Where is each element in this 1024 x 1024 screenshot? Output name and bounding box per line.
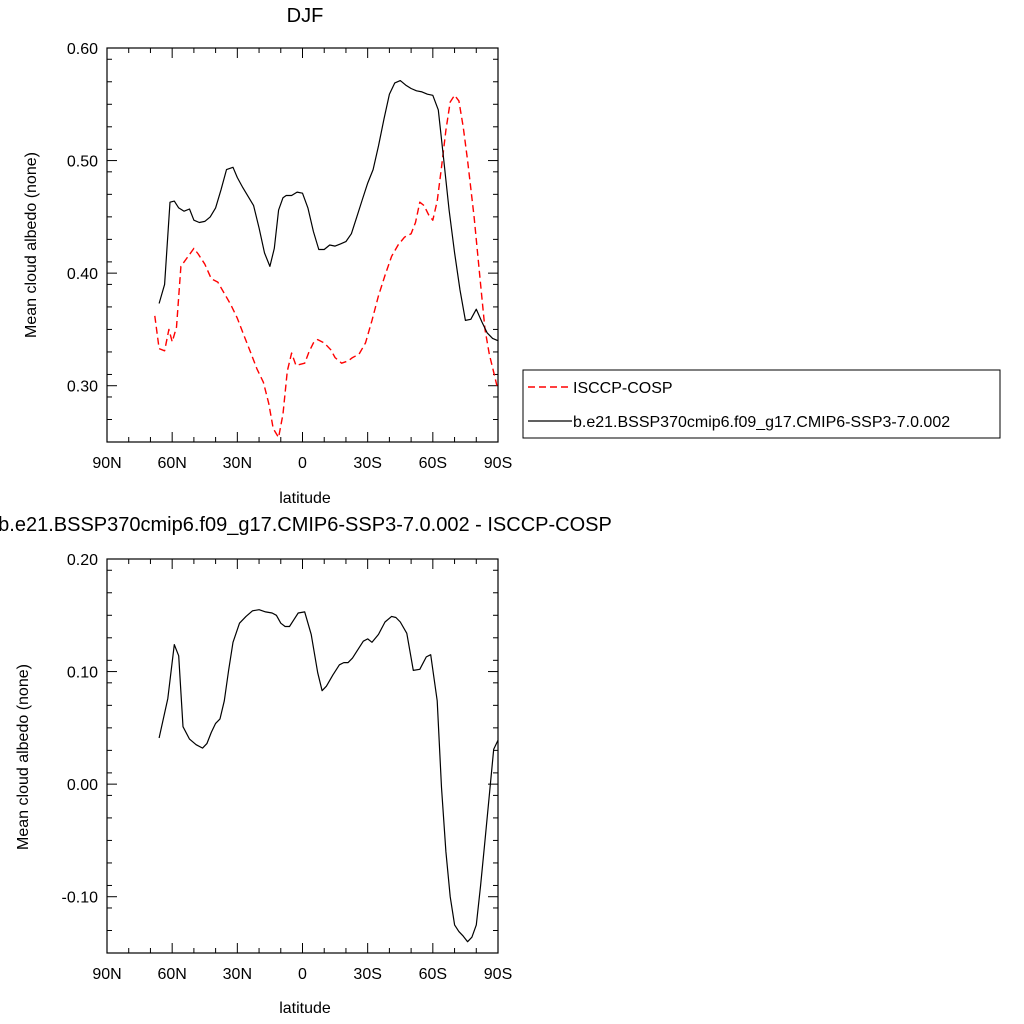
- top-y-tick-label: 0.30: [67, 379, 98, 396]
- top-x-tick-label: 0: [298, 455, 307, 472]
- top-y-tick-label: 0.50: [67, 154, 98, 171]
- top-chart-title: DJF: [287, 5, 324, 27]
- top-x-axis-label: latitude: [279, 490, 331, 507]
- bottom-axis-ticks: 90N 60N 30N 0 30S 60S 90S -0.10 0.00 0.10 0.20: [62, 552, 513, 983]
- top-series-line-0: [154, 94, 498, 439]
- bottom-x-tick-label: 90N: [92, 966, 121, 983]
- top-x-tick-label: 30N: [223, 455, 252, 472]
- top-x-tick-label: 90S: [484, 455, 512, 472]
- bottom-y-axis-label: Mean cloud albedo (none): [15, 664, 32, 850]
- top-plot-frame: [106, 47, 499, 443]
- bottom-series-line-0: [158, 609, 499, 943]
- bottom-x-tick-label: 60S: [419, 966, 447, 983]
- legend-label-isccp: ISCCP-COSP: [573, 380, 673, 397]
- top-x-tick-label: 60N: [157, 455, 186, 472]
- bottom-x-tick-label: 90S: [484, 966, 512, 983]
- bottom-x-axis-label: latitude: [279, 1000, 331, 1017]
- top-series-line-1: [158, 79, 499, 342]
- top-x-tick-label: 30S: [353, 455, 381, 472]
- legend-label-model: b.e21.BSSP370cmip6.f09_g17.CMIP6-SSP3-7.…: [573, 414, 950, 431]
- bottom-x-tick-label: 60N: [157, 966, 186, 983]
- top-y-tick-label: 0.60: [67, 41, 98, 58]
- top-y-tick-label: 0.40: [67, 266, 98, 283]
- legend: ISCCP-COSP b.e21.BSSP370cmip6.f09_g17.CM…: [522, 369, 1001, 439]
- bottom-series-group: [158, 609, 499, 943]
- top-x-tick-label: 90N: [92, 455, 121, 472]
- bottom-y-tick-label: 0.20: [67, 552, 98, 569]
- legend-box: [522, 369, 1001, 439]
- top-x-tick-label: 60S: [419, 455, 447, 472]
- bottom-x-tick-label: 30S: [353, 966, 381, 983]
- bottom-x-tick-label: 30N: [223, 966, 252, 983]
- top-series-group: [154, 79, 499, 439]
- bottom-y-tick-label: 0.10: [67, 665, 98, 682]
- bottom-x-tick-label: 0: [298, 966, 307, 983]
- top-y-axis-label: Mean cloud albedo (none): [23, 152, 40, 338]
- bottom-y-tick-label: 0.00: [67, 777, 98, 794]
- top-axis-ticks: 90N 60N 30N 0 30S 60S 90S 0.30 0.40 0.50 0.60: [67, 41, 512, 472]
- bottom-chart-title: b.e21.BSSP370cmip6.f09_g17.CMIP6-SSP3-7.…: [0, 514, 612, 536]
- bottom-y-tick-label: -0.10: [62, 890, 99, 907]
